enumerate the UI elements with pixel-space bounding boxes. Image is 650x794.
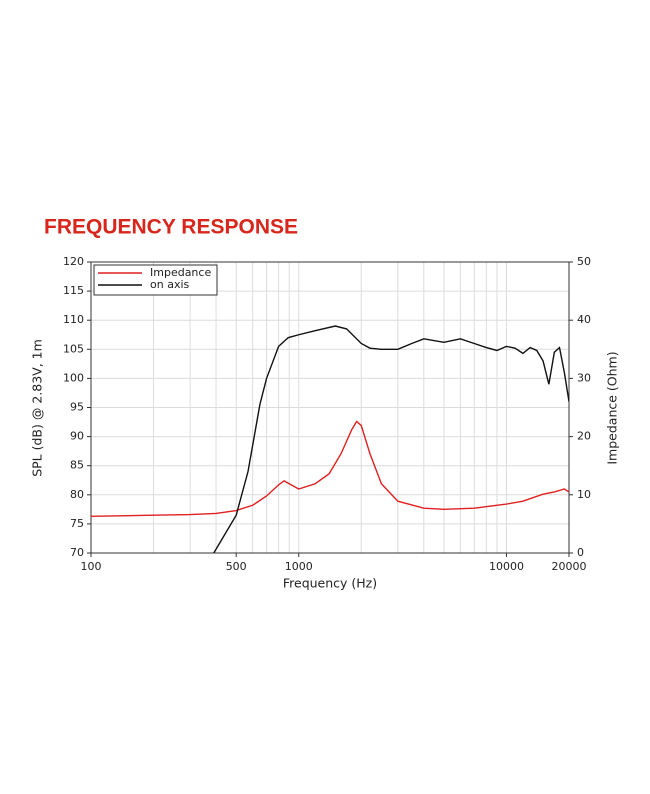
y-tick-label: 85 xyxy=(70,459,84,472)
x-tick-label: 500 xyxy=(226,560,247,573)
y-tick-label: 120 xyxy=(63,255,84,268)
y-tick-label: 75 xyxy=(70,517,84,530)
y-tick-label: 95 xyxy=(70,401,84,414)
chart-title: FREQUENCY RESPONSE xyxy=(44,216,298,239)
x-axis-label: Frequency (Hz) xyxy=(283,576,377,591)
x-tick-label: 1000 xyxy=(285,560,313,573)
y-tick-label: 115 xyxy=(63,284,84,297)
y-tick-label: 90 xyxy=(70,430,84,443)
y2-tick-label: 0 xyxy=(577,546,584,559)
y-tick-label: 105 xyxy=(63,342,84,355)
y2-tick-label: 30 xyxy=(577,371,591,384)
y2-tick-label: 10 xyxy=(577,488,591,501)
y2-tick-label: 40 xyxy=(577,313,591,326)
y-axis-label: SPL (dB) @ 2.83V, 1m xyxy=(30,339,45,477)
y-tick-label: 100 xyxy=(63,371,84,384)
y2-tick-label: 50 xyxy=(577,255,591,268)
y2-tick-label: 20 xyxy=(577,430,591,443)
y-tick-label: 80 xyxy=(70,488,84,501)
series-line xyxy=(91,420,569,518)
y2-axis-label: Impedance (Ohm) xyxy=(605,351,620,464)
legend-box xyxy=(93,264,218,296)
legend-label: Impedance xyxy=(150,266,211,279)
y-tick-label: 70 xyxy=(70,546,84,559)
y-tick-label: 110 xyxy=(63,313,84,326)
legend-label: on axis xyxy=(150,278,190,291)
x-tick-label: 10000 xyxy=(489,560,524,573)
x-tick-label: 100 xyxy=(81,560,102,573)
series-line xyxy=(213,325,569,553)
x-tick-label: 20000 xyxy=(552,560,587,573)
